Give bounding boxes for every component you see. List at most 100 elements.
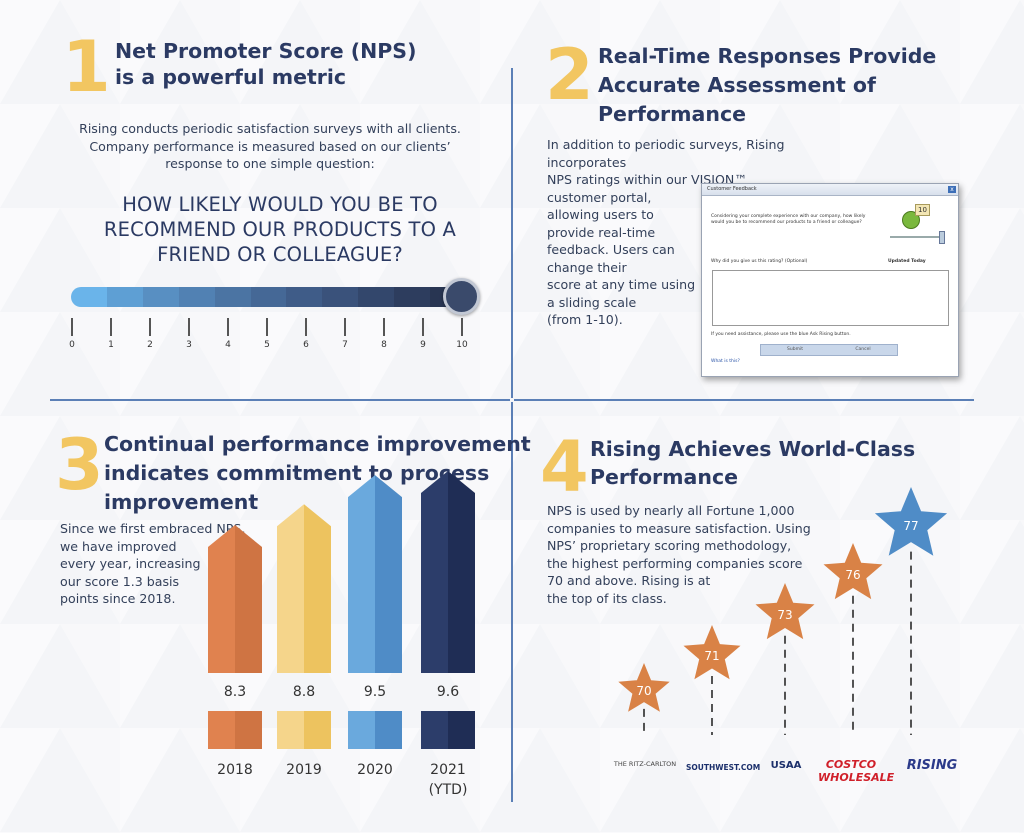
section3-body-line3: every year, increasing (60, 556, 201, 571)
section2-title-line3: Performance (598, 102, 746, 126)
scale-tick-label: 7 (342, 340, 348, 350)
section2-body-line6: feedback. Users can (547, 242, 675, 257)
section3-body: Since we first embraced NPS, we have imp… (60, 520, 260, 608)
section1-title: Net Promoter Score (NPS) is a powerful m… (115, 38, 416, 90)
section3-title-line2: indicates commitment to process (104, 461, 490, 485)
bar-value-2019: 8.8 (292, 684, 316, 700)
dialog-button-bar: Submit Cancel (760, 344, 898, 356)
section1-body-line1: Rising conducts periodic satisfaction su… (79, 121, 461, 136)
scale-tick-label: 10 (456, 340, 468, 350)
section3-title-line3: improvement (104, 490, 259, 514)
section2-body-line5: provide real-time (547, 224, 656, 240)
comment-textarea[interactable] (712, 270, 949, 326)
company-logo-3: COSTCO WHOLESALE (818, 758, 895, 784)
section4-title: Rising Achieves World-Class Performance (590, 435, 915, 491)
rating-slider-track[interactable] (890, 236, 942, 238)
section2-body-line7: change their (547, 259, 627, 275)
bar-2021 (421, 471, 448, 673)
nps-scale-bar (71, 287, 466, 307)
section1-title-line2: is a powerful metric (115, 65, 347, 89)
rating-slider-handle[interactable] (939, 231, 945, 244)
section2-body-line10: (from 1-10). (547, 312, 623, 327)
section2-number: 2 (545, 34, 594, 116)
scale-tick-label: 6 (303, 340, 309, 350)
bar-shade-2019 (304, 504, 331, 673)
nps-question-line2: RECOMMEND OUR PRODUCTS TO A (103, 218, 457, 241)
company-logo-0: THE RITZ-CARLTON (613, 760, 677, 768)
year-block-shade-2019 (304, 711, 331, 749)
dialog-titlebar: Customer Feedback x (702, 184, 958, 196)
bar-year-2019: 2019 (274, 760, 334, 780)
scale-tick (266, 318, 268, 336)
scale-tick-label: 0 (69, 340, 75, 350)
scale-tick (461, 318, 463, 336)
year-block-2020 (348, 711, 375, 749)
year-block-shade-2020 (375, 711, 402, 749)
section3-title: Continual performance improvement indica… (104, 430, 531, 517)
scale-tick-label: 5 (264, 340, 270, 350)
year-block-2019 (277, 711, 304, 749)
section4-body: NPS is used by nearly all Fortune 1,000 … (547, 502, 817, 607)
what-is-this-link[interactable]: What is this? (711, 359, 740, 364)
bar-value-2018: 8.3 (223, 684, 247, 700)
nps-scale-knob[interactable] (443, 278, 480, 315)
updated-label: Updated Today (888, 259, 926, 264)
cancel-button[interactable]: Cancel (855, 347, 871, 352)
bar-2020 (348, 475, 375, 673)
star-value: 73 (777, 608, 792, 622)
scale-tick (422, 318, 424, 336)
bar-year-label: 2021 (430, 762, 466, 778)
section1-body-line2: Company performance is measured based on… (89, 138, 451, 154)
section4-title-line1: Rising Achieves World-Class (590, 437, 916, 461)
star-71 (683, 625, 741, 680)
section4-body-line3: NPS’ proprietary scoring methodology, (547, 538, 792, 553)
submit-button[interactable]: Submit (787, 347, 803, 352)
scale-tick (110, 318, 112, 336)
star-73 (755, 583, 815, 640)
scale-tick-label: 8 (381, 340, 387, 350)
section4-body-line2: companies to measure satisfaction. Using (547, 520, 811, 536)
company-logo-1: SOUTHWEST.COM (686, 763, 761, 772)
scale-tick-label: 1 (108, 340, 114, 350)
section4-body-line4: the highest performing companies score (547, 555, 803, 571)
nps-question-line3: FRIEND OR COLLEAGUE? (157, 243, 403, 266)
bar-2019 (277, 504, 304, 673)
scale-tick (344, 318, 346, 336)
section2-title-line1: Real-Time Responses Provide (598, 44, 937, 68)
star-value: 76 (845, 568, 860, 582)
bar-value-2020: 9.5 (363, 684, 387, 700)
section2-body-line4: allowing users to (547, 207, 654, 222)
scale-tick-label: 2 (147, 340, 153, 350)
bar-year-label: 2018 (217, 762, 253, 778)
section1-body: Rising conducts periodic satisfaction su… (60, 120, 480, 173)
bar-year-label: 2020 (357, 762, 393, 778)
section4-title-line2: Performance (590, 465, 738, 489)
section4-body-line5: 70 and above. Rising is at (547, 573, 711, 588)
scale-tick (383, 318, 385, 336)
close-icon[interactable]: x (948, 186, 956, 193)
year-block-shade-2021 (448, 711, 475, 749)
section2-body-line3: customer portal, (547, 189, 652, 205)
scale-tick (71, 318, 73, 336)
company-logo-4: RISING (906, 758, 958, 773)
star-70 (618, 663, 670, 712)
bar-year-2018: 2018 (205, 760, 265, 780)
nps-question-line1: HOW LIKELY WOULD YOU BE TO (122, 193, 438, 216)
dialog-prompt-line1: Considering your complete experience wit… (711, 214, 866, 219)
year-block-2018 (208, 711, 235, 749)
section2-body-line1: In addition to periodic surveys, Rising … (547, 137, 785, 170)
bar-year-2021: 2021 (YTD) (418, 760, 478, 800)
scale-tick (305, 318, 307, 336)
section2-body-line2: NPS ratings within our VISION™ (547, 172, 747, 187)
horizontal-divider-left (50, 399, 510, 401)
year-block-shade-2018 (235, 711, 262, 749)
scale-tick-label: 9 (420, 340, 426, 350)
horizontal-divider-right (514, 399, 974, 401)
dialog-prompt: Considering your complete experience wit… (711, 214, 881, 226)
bar-shade-2018 (235, 525, 262, 673)
section3-title-line1: Continual performance improvement (104, 432, 531, 456)
section4-body-line1: NPS is used by nearly all Fortune 1,000 (547, 503, 795, 518)
section2-body: In addition to periodic surveys, Rising … (547, 136, 867, 329)
company-logo-2: USAA (770, 760, 802, 771)
section3-body-line4: our score 1.3 basis (60, 573, 180, 589)
